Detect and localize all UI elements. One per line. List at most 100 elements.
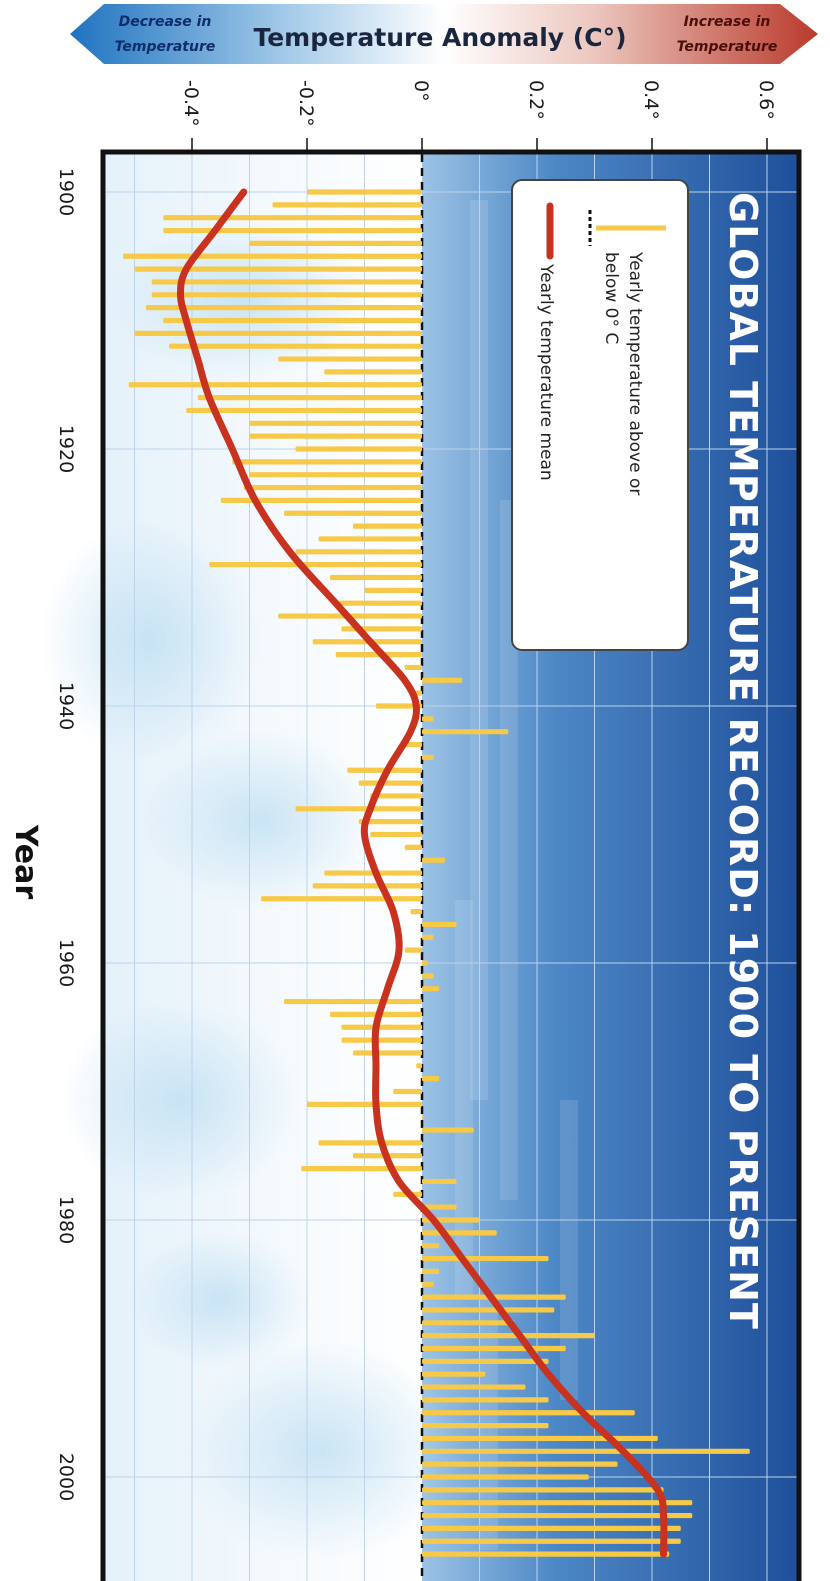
anomaly-bar <box>249 240 422 246</box>
anomaly-bar <box>422 1397 549 1403</box>
anomaly-bar <box>422 986 440 992</box>
temperature-tick-label: 0° <box>410 80 432 102</box>
anomaly-bar <box>404 947 422 953</box>
anomaly-bar <box>422 1345 566 1352</box>
anomaly-bar <box>330 574 422 581</box>
anomaly-bar <box>243 484 422 491</box>
anomaly-bar <box>422 1255 549 1262</box>
anomaly-bar <box>422 716 434 722</box>
anomaly-bar <box>163 227 422 234</box>
anomaly-bar <box>422 677 463 683</box>
anomaly-bar <box>410 909 422 915</box>
anomaly-bar <box>364 587 422 593</box>
anomaly-bar <box>422 1178 457 1185</box>
anomaly-bar <box>422 1538 681 1544</box>
anomaly-bar <box>312 883 422 889</box>
header-banner: Decrease in Temperature Temperature Anom… <box>70 4 818 64</box>
anomaly-bar <box>422 1525 681 1531</box>
anomaly-bar <box>422 1281 434 1287</box>
anomaly-bar <box>422 1461 618 1467</box>
temperature-axis-title: Temperature Anomaly (C°) <box>253 23 626 52</box>
anomaly-bar <box>404 844 422 850</box>
anomaly-bar <box>422 1435 658 1442</box>
cloud <box>60 1000 300 1200</box>
anomaly-bar <box>422 1114 424 1120</box>
year-tick-label: 1980 <box>55 1196 77 1244</box>
anomaly-bar <box>186 407 422 414</box>
anomaly-bar <box>376 703 422 709</box>
anomaly-bar <box>284 510 422 516</box>
temperature-tick-label: 0.2° <box>525 80 547 120</box>
header-arrow <box>70 4 818 64</box>
anomaly-bar <box>422 1243 440 1249</box>
year-tick-label: 1960 <box>55 939 77 987</box>
temperature-tick-label: -0.2° <box>295 80 317 127</box>
anomaly-bar <box>422 1358 549 1364</box>
decrease-label-line1: Decrease in <box>119 14 212 30</box>
anomaly-bar <box>151 279 422 285</box>
year-tick-labels: 1900 1920 1940 1960 1980 2000 <box>55 168 77 1501</box>
chart-title: GLOBAL TEMPERATURE RECORD: 1900 TO PRESE… <box>721 192 765 1330</box>
anomaly-bar <box>163 215 422 221</box>
anomaly-bar <box>422 1487 664 1493</box>
anomaly-bar <box>422 921 457 928</box>
anomaly-bar <box>370 831 422 838</box>
anomaly-bar <box>422 1423 549 1429</box>
anomaly-bar <box>422 1333 595 1339</box>
anomaly-bar <box>404 741 422 748</box>
increase-label-line2: Temperature <box>677 39 778 55</box>
anomaly-bar <box>422 1384 526 1390</box>
anomaly-bar <box>416 1063 422 1069</box>
anomaly-bar <box>318 536 422 542</box>
anomaly-bar <box>335 600 422 606</box>
anomaly-bar <box>353 523 422 529</box>
temperature-tick-label: 0.6° <box>755 80 777 120</box>
anomaly-bar <box>301 1166 422 1172</box>
streak <box>560 1100 578 1400</box>
year-tick-label: 1940 <box>55 682 77 730</box>
anomaly-bar <box>422 1410 635 1416</box>
anomaly-bar <box>295 446 422 452</box>
cloud <box>110 220 370 380</box>
legend-box <box>511 179 689 651</box>
anomaly-bar <box>209 562 422 568</box>
anomaly-bar <box>341 1037 422 1043</box>
anomaly-bar <box>232 459 422 465</box>
anomaly-bar <box>422 1076 440 1082</box>
anomaly-bar <box>422 1127 474 1133</box>
year-tick-label: 1920 <box>55 425 77 473</box>
plot-area <box>40 149 802 1581</box>
anomaly-bar <box>307 189 422 195</box>
cloud <box>40 520 260 760</box>
anomaly-bar <box>353 1050 422 1056</box>
temperature-tick-label: 0.4° <box>640 80 662 120</box>
anomaly-bar <box>318 1140 422 1146</box>
anomaly-bar <box>422 1204 457 1210</box>
anomaly-bar <box>249 420 422 426</box>
temperature-tick-labels: -0.4° -0.2° 0° 0.2° 0.4° 0.6° <box>180 80 777 152</box>
anomaly-bar <box>422 857 445 863</box>
anomaly-bar <box>197 395 422 401</box>
anomaly-bar <box>284 998 422 1005</box>
anomaly-bar <box>151 292 422 298</box>
anomaly-bar <box>422 934 434 940</box>
anomaly-bar <box>249 433 422 439</box>
streak <box>500 500 518 1200</box>
anomaly-bar <box>422 1512 693 1519</box>
anomaly-bar <box>370 793 422 799</box>
mean-temperature-line <box>177 188 668 1558</box>
year-tick-label: 2000 <box>55 1453 77 1501</box>
anomaly-bar <box>422 960 428 966</box>
streak <box>455 900 473 1300</box>
cloud <box>140 730 380 910</box>
anomaly-bar <box>422 973 434 979</box>
increase-label-line1: Increase in <box>684 14 771 30</box>
anomaly-bar <box>358 780 422 786</box>
anomaly-bar <box>358 819 422 825</box>
anomaly-bar <box>261 896 422 902</box>
anomaly-bar <box>324 369 422 375</box>
legend-label-mean: Yearly temperature mean <box>536 263 556 481</box>
anomaly-bar <box>123 253 422 259</box>
temperature-tick-label: -0.4° <box>180 80 202 127</box>
